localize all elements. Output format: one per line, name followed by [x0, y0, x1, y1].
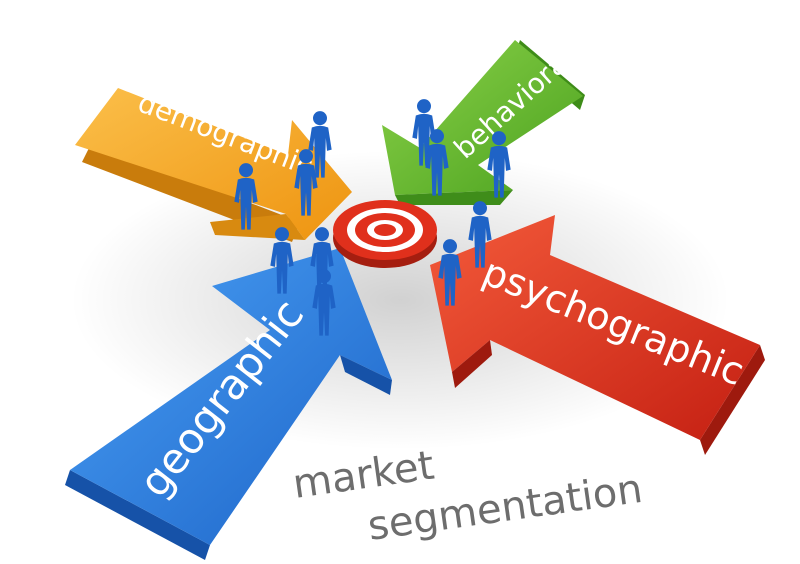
target-icon — [333, 200, 437, 268]
